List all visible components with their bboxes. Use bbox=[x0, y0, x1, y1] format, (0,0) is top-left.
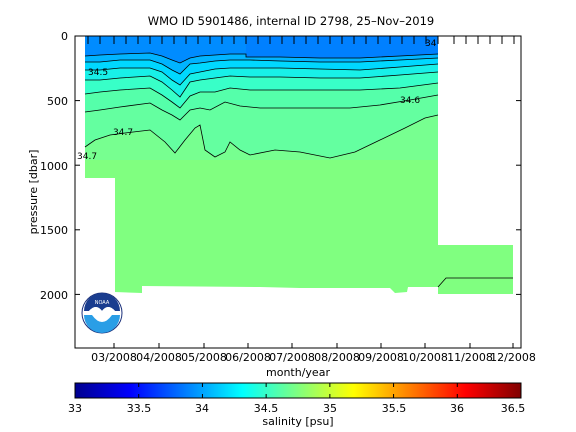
colorbar-gradient bbox=[74, 382, 522, 399]
contour-label: 34.6 bbox=[400, 96, 420, 106]
contour-34.1 bbox=[85, 57, 439, 75]
contour-34.2 bbox=[85, 63, 439, 86]
colorbar-tick-label: 33.5 bbox=[127, 402, 152, 415]
y-tick-label: 500 bbox=[47, 95, 68, 108]
plot-area: 34 34.5 34.6 34.7 34.7 NOAA bbox=[74, 35, 522, 349]
x-axis-label: month/year bbox=[266, 366, 330, 379]
x-axis-labels: 03/2008 04/2008 05/2008 06/2008 07/2008 … bbox=[91, 351, 536, 364]
x-tick-label: 12/2008 bbox=[490, 351, 536, 364]
x-tick-label: 10/2008 bbox=[402, 351, 448, 364]
noaa-logo-text: NOAA bbox=[95, 300, 110, 306]
y-axis-label: pressure [dbar] bbox=[27, 150, 40, 235]
colorbar-tick-label: 36 bbox=[450, 402, 464, 415]
y-tick-label: 0 bbox=[61, 30, 68, 43]
x-axis-ticks bbox=[87, 36, 515, 348]
contour-34.5 bbox=[84, 94, 439, 121]
noaa-logo-sea bbox=[84, 315, 120, 333]
contour-label: 34.5 bbox=[88, 68, 108, 78]
contour-34.3 bbox=[85, 71, 439, 98]
y-axis-ticks bbox=[75, 35, 521, 295]
contour-label: 34.7 bbox=[77, 152, 97, 162]
x-tick-label: 04/2008 bbox=[136, 351, 182, 364]
x-tick-label: 11/2008 bbox=[447, 351, 493, 364]
y-tick-label: 1000 bbox=[40, 160, 68, 173]
noaa-logo-sky bbox=[84, 293, 120, 311]
colorbar-tick-label: 35 bbox=[323, 402, 337, 415]
plot-frame bbox=[74, 35, 522, 349]
colorbar: 33 33.5 34 34.5 35 35.5 36 36.5 salinity… bbox=[68, 382, 526, 428]
y-tick-label: 2000 bbox=[40, 289, 68, 302]
y-axis-labels: 0 500 1000 1500 2000 bbox=[40, 30, 68, 302]
x-tick-label: 03/2008 bbox=[91, 351, 137, 364]
colorbar-tick-label: 35.5 bbox=[382, 402, 407, 415]
colorbar-tick-label: 33 bbox=[68, 402, 82, 415]
contour-lines bbox=[84, 52, 513, 288]
contour-34.6 bbox=[84, 114, 439, 159]
data-coverage-late bbox=[438, 245, 513, 294]
colorbar-tick-label: 36.5 bbox=[501, 402, 526, 415]
contour-34.7-deep bbox=[437, 277, 513, 288]
contour-label: 34.7 bbox=[113, 128, 133, 138]
colorbar-tick-label: 34.5 bbox=[254, 402, 279, 415]
x-tick-label: 06/2008 bbox=[225, 351, 271, 364]
x-tick-label: 09/2008 bbox=[358, 351, 404, 364]
chart-title: WMO ID 5901486, internal ID 2798, 25–Nov… bbox=[148, 14, 435, 28]
x-tick-label: 07/2008 bbox=[269, 351, 315, 364]
x-tick-label: 08/2008 bbox=[314, 351, 360, 364]
contour-34.4 bbox=[84, 82, 439, 109]
contour-label: 34 bbox=[425, 39, 437, 49]
x-tick-label: 05/2008 bbox=[181, 351, 227, 364]
salinity-band-34.0 bbox=[85, 36, 246, 63]
colorbar-label: salinity [psu] bbox=[262, 415, 333, 428]
noaa-logo: NOAA bbox=[81, 292, 123, 334]
contour-34.0 bbox=[84, 52, 439, 64]
y-tick-label: 1500 bbox=[40, 224, 68, 237]
data-coverage-main bbox=[85, 160, 438, 293]
colorbar-ticks bbox=[74, 383, 522, 398]
colorbar-tick-label: 34 bbox=[195, 402, 209, 415]
